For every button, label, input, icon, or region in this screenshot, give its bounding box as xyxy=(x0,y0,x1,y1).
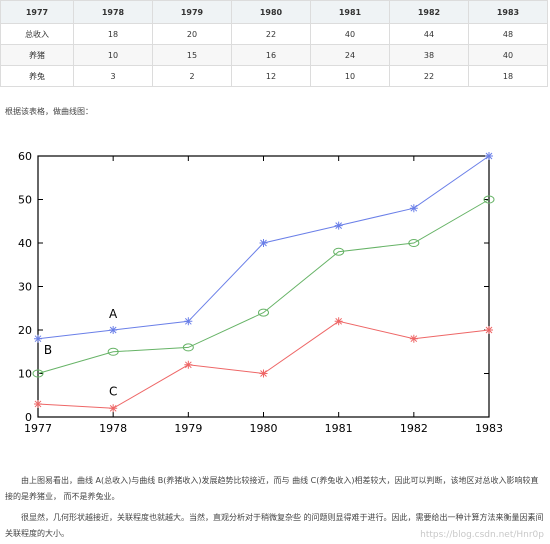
intro-text: 根据该表格，做曲线图： xyxy=(5,107,93,116)
x-tick-label: 1979 xyxy=(174,422,202,435)
y-tick-label: 10 xyxy=(18,368,32,381)
conclusion-paragraph: 很显然，几何形状越接近，关联程度也就越大。当然，直观分析对于稍微复杂些 的问题则… xyxy=(5,513,544,538)
table-cell: 16 xyxy=(231,44,311,66)
data-point-c xyxy=(184,360,193,369)
table-cell: 40 xyxy=(468,44,548,66)
table-header-row: 1977 1978 1979 1980 1981 1982 1983 xyxy=(0,0,548,24)
header-cell: 1981 xyxy=(310,0,390,24)
header-cell: 1978 xyxy=(73,0,153,24)
x-tick-label: 1980 xyxy=(250,422,278,435)
data-point-a xyxy=(34,334,42,343)
header-cell: 1977 xyxy=(0,0,74,24)
row-label: 养猪 xyxy=(0,44,74,66)
table-row: 养猪 10 15 16 24 38 40 xyxy=(0,44,548,66)
table-cell: 24 xyxy=(310,44,390,66)
table-cell: 15 xyxy=(152,44,232,66)
series-annotation-a: A xyxy=(109,307,118,321)
data-point-a xyxy=(109,326,118,334)
data-point-c xyxy=(334,317,343,326)
data-point-b xyxy=(333,247,345,256)
data-point-a xyxy=(334,221,343,230)
data-point-b xyxy=(483,195,495,204)
table-cell: 44 xyxy=(389,23,469,45)
table-cell: 20 xyxy=(152,23,232,45)
x-tick-label: 1977 xyxy=(24,422,52,435)
table-cell: 40 xyxy=(310,23,390,45)
header-cell: 1979 xyxy=(152,0,232,24)
y-tick-label: 50 xyxy=(18,194,32,207)
y-tick-label: 60 xyxy=(18,150,32,163)
watermark: https://blog.csdn.net/Hnr0p xyxy=(420,530,544,540)
analysis-paragraph: 由上图易看出，曲线 A(总收入)与曲线 B(养猪收入)发展趋势比较接近，而与 曲… xyxy=(5,476,539,501)
plot-frame xyxy=(37,155,490,418)
data-point-a xyxy=(485,152,493,160)
series-line-b xyxy=(37,199,490,374)
series-line-c xyxy=(37,320,490,409)
data-point-b xyxy=(182,343,194,352)
table-row: 总收入 18 20 22 40 44 48 xyxy=(0,23,548,45)
table-cell: 48 xyxy=(468,23,548,45)
y-tick-label: 40 xyxy=(18,237,32,250)
series-line-a xyxy=(37,155,490,340)
series-annotation-c: C xyxy=(109,384,117,398)
x-tick-label: 1982 xyxy=(400,422,428,435)
table-cell: 22 xyxy=(231,23,311,45)
data-point-c xyxy=(409,334,418,343)
data-point-c xyxy=(109,404,118,413)
table-row: 养兔 3 2 12 10 22 18 xyxy=(0,65,548,87)
row-label: 总收入 xyxy=(0,23,74,45)
data-point-b xyxy=(32,369,44,378)
data-table: 1977 1978 1979 1980 1981 1982 1983 总收入 1… xyxy=(0,0,548,87)
header-cell: 1982 xyxy=(389,0,469,24)
data-point-c xyxy=(259,369,268,378)
y-tick-label: 30 xyxy=(18,281,32,294)
table-cell: 2 xyxy=(152,65,232,87)
series-annotation-b: B xyxy=(44,343,52,357)
data-point-b xyxy=(258,308,269,317)
x-tick-label: 1978 xyxy=(99,422,127,435)
data-point-b xyxy=(107,347,119,356)
table-cell: 18 xyxy=(468,65,548,87)
x-tick-label: 1983 xyxy=(475,422,503,435)
table-cell: 10 xyxy=(310,65,390,87)
x-tick-label: 1981 xyxy=(325,422,353,435)
table-cell: 38 xyxy=(389,44,469,66)
data-point-b xyxy=(408,239,420,247)
table-cell: 12 xyxy=(231,65,311,87)
data-point-c xyxy=(485,326,493,334)
data-point-a xyxy=(409,204,418,213)
data-point-a xyxy=(259,239,268,247)
row-label: 养兔 xyxy=(0,65,74,87)
data-point-a xyxy=(184,317,193,326)
table-cell: 18 xyxy=(73,23,153,45)
line-chart: 0 10 20 30 40 50 60 1977 1978 1979 1980 1981 1982 198… xyxy=(18,150,503,435)
table-cell: 10 xyxy=(73,44,153,66)
header-cell: 1980 xyxy=(231,0,311,24)
header-cell: 1983 xyxy=(468,0,548,24)
table-cell: 3 xyxy=(73,65,153,87)
y-tick-label: 20 xyxy=(18,324,32,337)
data-point-c xyxy=(34,399,42,408)
table-cell: 22 xyxy=(389,65,469,87)
y-tick-label: 0 xyxy=(25,411,32,424)
